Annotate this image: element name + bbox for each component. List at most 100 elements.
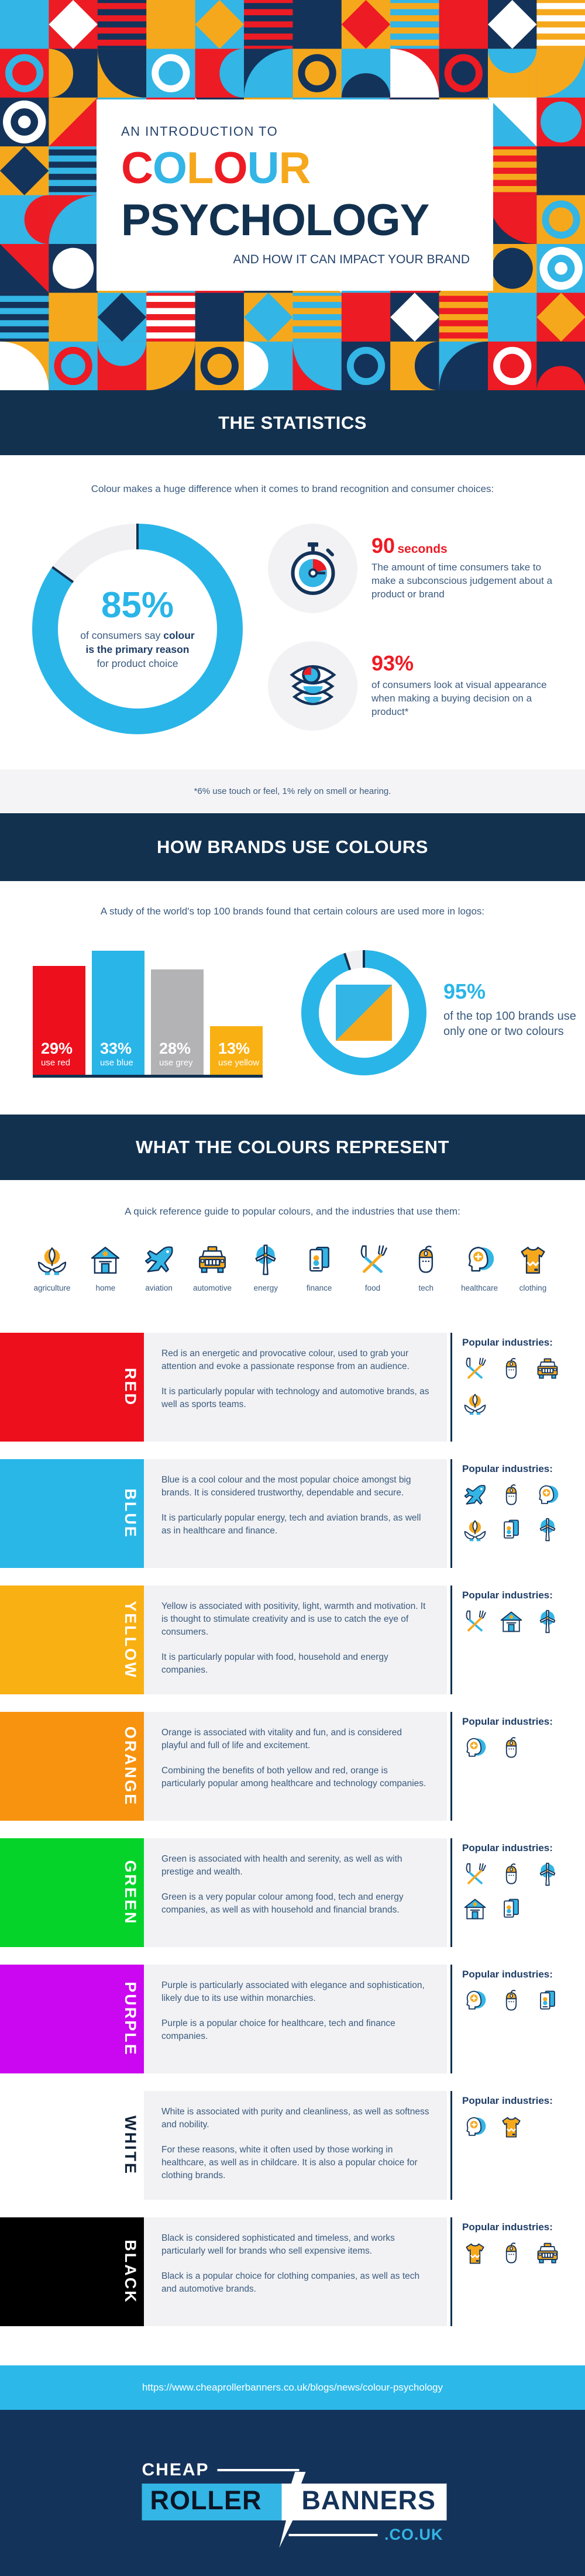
colour-swatch-blue: BLUE	[0, 1459, 144, 1568]
legend-item-automotive: automotive	[187, 1243, 238, 1292]
donut-95-value: 95%	[443, 979, 486, 1003]
tech-icon	[498, 1483, 524, 1508]
spacer	[0, 2326, 585, 2365]
bar-label: use blue	[100, 1058, 133, 1068]
donut-chart-95	[301, 950, 426, 1075]
eyes-icon	[285, 658, 341, 714]
colour-description: White is associated with purity and clea…	[161, 2107, 429, 2130]
colour-description-panel: Yellow is associated with positivity, li…	[144, 1586, 447, 1694]
donut-85-value: 85%	[101, 584, 174, 625]
colour-row-red: RED Red is an energetic and provocative c…	[0, 1333, 585, 1442]
caption-text: for product choice	[97, 658, 178, 670]
divider	[450, 1333, 452, 1442]
industry-icon-grid	[462, 2114, 563, 2140]
donut-chart-85: 85% of consumers say colour is the prima…	[32, 524, 243, 734]
caption-text: of consumers say	[80, 629, 164, 641]
legend-intro: A quick reference guide to popular colou…	[125, 1206, 460, 1217]
colour-description: It is particularly popular with food, ho…	[161, 1652, 388, 1675]
legend-label: agriculture	[33, 1284, 71, 1292]
donut-95-caption: of the top 100 brands use only one or tw…	[443, 1010, 576, 1038]
popular-industries-title: Popular industries:	[462, 1463, 553, 1474]
statistics-section: Colour makes a huge difference when it c…	[0, 455, 585, 769]
food-icon	[462, 1609, 488, 1635]
energy-icon	[249, 1243, 283, 1277]
colour-description-panel: Green is associated with health and sere…	[144, 1838, 447, 1947]
tech-icon	[409, 1243, 443, 1277]
logo-banners: BANNERS	[281, 2484, 447, 2520]
legend-item-finance: finance	[294, 1243, 345, 1292]
aviation-icon	[462, 1483, 488, 1508]
finance-icon	[535, 1988, 560, 2014]
automotive-icon	[195, 1243, 229, 1277]
bar-value: 13%	[218, 1040, 250, 1057]
industry-icon-grid	[462, 1988, 563, 2014]
clothing-icon	[462, 2241, 488, 2267]
stat-icon-circle	[268, 641, 357, 731]
stat-text: 90 seconds The amount of time consumers …	[371, 524, 568, 613]
stat-headline: 93%	[371, 653, 568, 674]
legend-label: aviation	[145, 1284, 173, 1292]
colour-swatch-purple: PURPLE	[0, 1965, 144, 2073]
banner-represent: WHAT THE COLOURS REPRESENT	[0, 1115, 585, 1180]
bar-use-blue: 33% use blue	[92, 951, 144, 1075]
colour-row-yellow: YELLOW Yellow is associated with positivi…	[0, 1586, 585, 1694]
colour-row-label: WHITE	[122, 2116, 139, 2175]
colour-swatch-green: GREEN	[0, 1838, 144, 1947]
popular-industries: Popular industries:	[452, 1586, 585, 1694]
industry-icon-grid	[462, 1862, 563, 1922]
colour-description: For these reasons, white it often used b…	[161, 2145, 418, 2181]
healthcare-icon	[462, 2114, 488, 2140]
popular-industries-title: Popular industries:	[462, 1842, 553, 1853]
popular-industries-title: Popular industries:	[462, 1969, 553, 1980]
url-band: https://www.cheaprollerbanners.co.uk/blo…	[0, 2365, 585, 2410]
divider	[450, 1459, 452, 1568]
colour-description-panel: Blue is a cool colour and the most popul…	[144, 1459, 447, 1568]
colour-rows: RED Red is an energetic and provocative c…	[0, 1333, 585, 2326]
divider	[450, 2091, 452, 2200]
logo-top: CHEAP	[142, 2460, 443, 2480]
bar-label: use red	[41, 1058, 71, 1068]
colour-row-green: GREEN Green is associated with health and…	[0, 1838, 585, 1947]
colour-row-purple: PURPLE Purple is particularly associated …	[0, 1965, 585, 2073]
hero-header: AN INTRODUCTION TO COLOUR PSYCHOLOGY AND…	[0, 0, 585, 390]
industry-legend-section: A quick reference guide to popular colou…	[0, 1180, 585, 1333]
logo-bottom: .CO.UK	[142, 2526, 443, 2544]
industry-legend-row: agriculture home aviation automotive energy f…	[27, 1243, 558, 1292]
bar-value: 29%	[41, 1040, 73, 1057]
healthcare-icon	[535, 1483, 560, 1508]
industry-icon-grid	[462, 1609, 563, 1635]
colour-description-panel: Purple is particularly associated with e…	[144, 1965, 447, 2073]
industry-icon-grid	[462, 1735, 563, 1761]
brands-section: A study of the world's top 100 brands fo…	[0, 881, 585, 1115]
legend-item-food: food	[347, 1243, 398, 1292]
colour-description-panel: Black is considered sophisticated and ti…	[144, 2217, 447, 2326]
legend-item-healthcare: healthcare	[455, 1243, 505, 1292]
article-url[interactable]: https://www.cheaprollerbanners.co.uk/blo…	[142, 2382, 443, 2393]
colour-swatch-white: WHITE	[0, 2091, 144, 2200]
divider	[450, 1586, 452, 1694]
popular-industries: Popular industries:	[452, 1333, 585, 1442]
stat-number: 93%	[371, 651, 414, 675]
stat-unit: seconds	[397, 542, 448, 556]
colour-swatch-yellow: YELLOW	[0, 1586, 144, 1694]
donut-95-text: 95% of the top 100 brands use only one o…	[443, 979, 579, 1040]
finance-icon	[498, 1517, 524, 1543]
legend-label: finance	[306, 1284, 332, 1292]
legend-label: energy	[253, 1284, 278, 1292]
legend-label: clothing	[519, 1284, 547, 1292]
food-icon	[462, 1862, 488, 1887]
logo-tld: .CO.UK	[384, 2526, 443, 2543]
colour-row-label: PURPLE	[122, 1982, 139, 2056]
colour-description: It is particularly popular with technolo…	[161, 1387, 429, 1409]
home-icon	[498, 1609, 524, 1635]
legend-label: healthcare	[461, 1284, 498, 1292]
brand-logo: CHEAP ROLLER BANNERS .CO.UK	[142, 2460, 447, 2548]
colour-description: Purple is particularly associated with e…	[161, 1980, 425, 2003]
stat-body: The amount of time consumers take to mak…	[371, 562, 553, 600]
colour-description: Red is an energetic and provocative colo…	[161, 1349, 410, 1371]
popular-industries-title: Popular industries:	[462, 1590, 553, 1601]
colour-row-label: RED	[122, 1367, 139, 1407]
title-psychology: PSYCHOLOGY	[121, 195, 429, 246]
banner-represent-title: WHAT THE COLOURS REPRESENT	[136, 1137, 449, 1157]
